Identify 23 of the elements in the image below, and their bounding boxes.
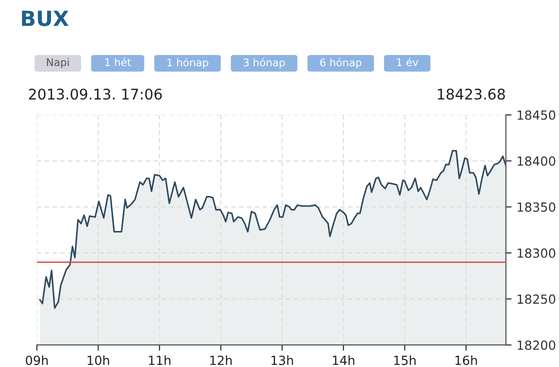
y-tick-label: 18250 xyxy=(518,294,556,304)
y-tick-label: 18450 xyxy=(518,110,556,120)
x-tick-label: 14h xyxy=(332,355,354,365)
y-tick-label: 18400 xyxy=(518,156,556,166)
text: 1 hónap xyxy=(167,58,208,68)
x-tick-label: 15h xyxy=(394,355,416,366)
text: 3 hónap xyxy=(244,58,285,68)
x-tick-label: 12h xyxy=(210,355,232,365)
x-tick-label: 11h xyxy=(148,355,170,365)
text: 18423.68 xyxy=(438,88,505,100)
x-tick-label: 10h xyxy=(88,355,110,366)
text: Napi xyxy=(47,58,69,68)
text: 1 év xyxy=(397,58,418,66)
y-tick-label: 18350 xyxy=(518,202,556,212)
x-tick-label: 16h xyxy=(456,355,477,366)
chart-title: BUX xyxy=(22,10,69,26)
text: 1 hét xyxy=(105,58,131,66)
text: 6 hónap xyxy=(320,58,362,68)
text: 2013.09.13. 17:06 xyxy=(29,88,162,100)
x-tick-label: 13h xyxy=(272,355,293,366)
x-tick-label: 09h xyxy=(26,355,48,366)
y-tick-label: 18200 xyxy=(518,340,556,350)
y-tick-label: 18300 xyxy=(518,248,556,258)
